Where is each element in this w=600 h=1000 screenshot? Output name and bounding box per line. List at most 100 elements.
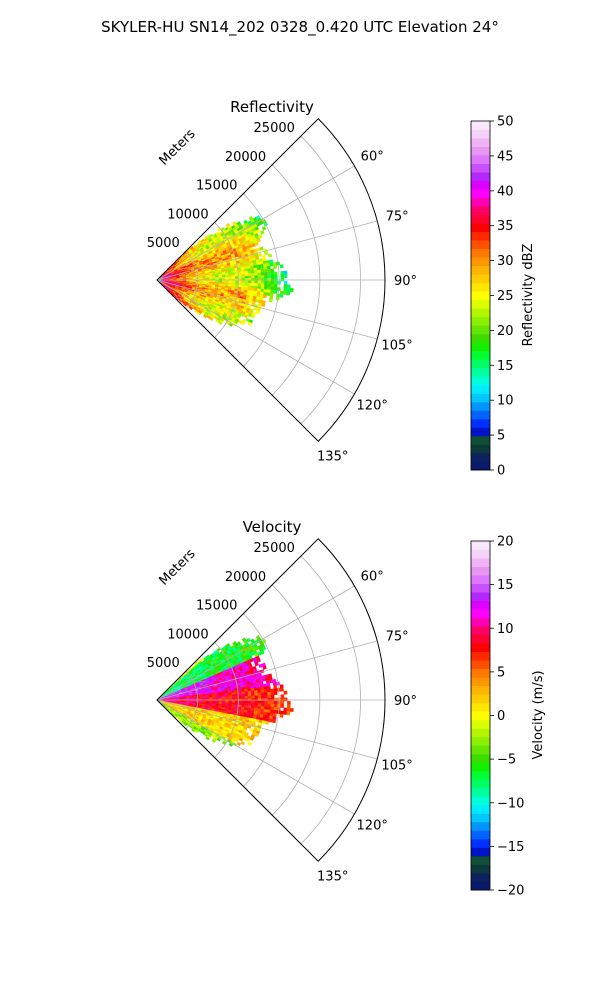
colorbar-swatch [471, 643, 490, 653]
echo-gate [260, 283, 265, 287]
reflectivity-panel-title: Reflectivity [230, 98, 314, 116]
echo-gate [188, 306, 193, 311]
echo-gate [273, 290, 278, 294]
echo-gate [267, 280, 272, 285]
colorbar-swatch [471, 444, 490, 454]
echo-gate [286, 707, 291, 712]
colorbar-tick-label: 35 [497, 219, 514, 234]
echo-gate [263, 686, 268, 690]
velocity-panel-title: Velocity [243, 518, 302, 536]
echo-gate [279, 684, 284, 689]
colorbar-swatch [471, 291, 490, 301]
echo-gate [280, 694, 285, 698]
echo-gate [244, 688, 248, 692]
colorbar-swatch [471, 138, 490, 147]
echo-gate [244, 285, 249, 289]
echo-gate [273, 283, 278, 288]
echo-gate [263, 709, 268, 713]
echo-gate [260, 286, 265, 290]
velocity-polar-grid [156, 538, 386, 862]
echo-gate [244, 275, 249, 279]
colorbar-swatch [471, 617, 490, 627]
echo-gate [257, 692, 262, 696]
echo-gate [267, 691, 272, 696]
colorbar-swatch [471, 189, 490, 199]
colorbar-swatch [471, 847, 490, 857]
echo-gate [194, 729, 199, 734]
echo-gate [251, 703, 255, 707]
azimuth-tick-label: 120° [357, 398, 388, 413]
echo-gate [228, 692, 232, 696]
echo-gate [250, 705, 255, 709]
colorbar-tick-label: 20 [497, 535, 514, 550]
echo-gate [221, 276, 226, 280]
velocity-azimuth-tick-labels: 60° 75° 90° 105° 120° 135° [317, 570, 417, 885]
echo-gate [260, 266, 265, 271]
echo-gate [241, 693, 246, 697]
colorbar-swatch [471, 274, 490, 284]
echo-gate [225, 274, 229, 278]
echo-gate [241, 702, 246, 706]
colorbar-swatch [471, 821, 490, 831]
colorbar-swatch [471, 333, 490, 343]
azimuth-spoke [156, 699, 378, 760]
echo-gate [263, 263, 268, 268]
echo-gate [283, 697, 288, 702]
echo-gate [231, 280, 236, 283]
echo-gate [251, 275, 255, 279]
colorbar-tick-label: 40 [497, 184, 514, 199]
echo-gate [270, 694, 275, 699]
echo-gate [247, 280, 252, 284]
echo-gate [241, 696, 246, 699]
echo-gate [289, 288, 294, 293]
echo-gate [273, 265, 278, 269]
echo-gate [257, 269, 262, 274]
echo-gate [257, 286, 262, 290]
echo-gate [199, 657, 204, 662]
echo-gate [260, 272, 265, 276]
colorbar-tick-label: −5 [497, 753, 516, 768]
echo-gate [231, 694, 236, 697]
colorbar-swatch [471, 240, 490, 250]
echo-gate [215, 275, 219, 278]
colorbar-swatch [471, 660, 490, 670]
echo-gate [274, 280, 278, 285]
colorbar-swatch [471, 231, 490, 241]
colorbar-tick-label: −15 [497, 840, 524, 855]
colorbar-swatch [471, 881, 490, 891]
colorbar-swatch [471, 609, 490, 619]
echo-gate [283, 710, 287, 715]
echo-gate [267, 700, 272, 705]
colorbar-swatch [471, 248, 490, 258]
echo-gate [253, 708, 258, 712]
sector-frame [156, 538, 386, 862]
echo-gate [264, 695, 268, 699]
echo-gate [183, 723, 187, 727]
echo-gate [236, 741, 242, 747]
echo-gate [280, 277, 285, 282]
echo-gate [254, 732, 260, 737]
echo-gate [267, 283, 272, 288]
echo-gate [283, 284, 288, 289]
echo-gate [218, 275, 223, 278]
echo-gate [273, 691, 278, 696]
echo-gate [264, 720, 270, 725]
echo-gate [244, 278, 249, 281]
echo-gate [208, 275, 213, 278]
echo-gate [271, 719, 277, 724]
colorbar-swatch [471, 155, 490, 164]
colorbar-swatch [471, 830, 490, 840]
echo-gate [221, 700, 226, 703]
azimuth-tick-label: 90° [394, 694, 417, 709]
echo-gate [266, 685, 271, 690]
echo-gate [267, 706, 271, 711]
velocity-colorbar-label: Velocity (m/s) [531, 670, 546, 759]
echo-gate [228, 742, 234, 747]
echo-gate [231, 700, 236, 703]
colorbar-swatch [471, 600, 490, 610]
echo-gate [263, 706, 268, 710]
echo-gate [254, 692, 259, 696]
colorbar-swatch [471, 736, 490, 746]
echo-gate [261, 700, 265, 704]
echo-gate [274, 277, 278, 282]
